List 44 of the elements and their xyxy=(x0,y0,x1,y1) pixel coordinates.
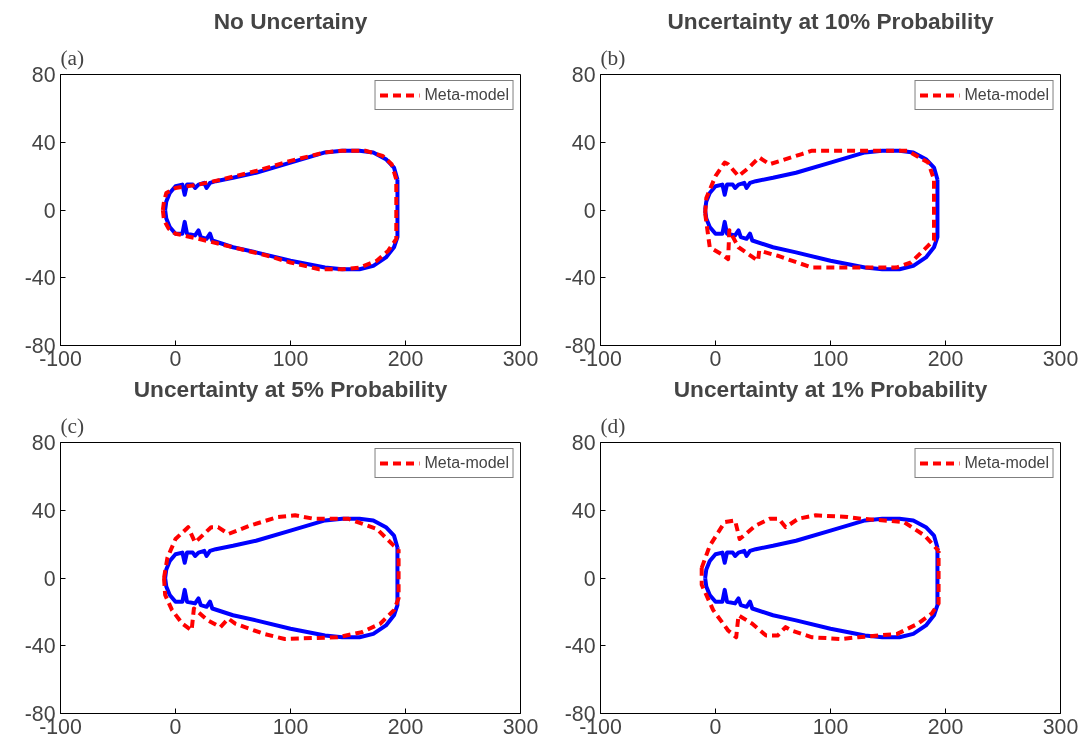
y-tick-label: 40 xyxy=(31,498,56,523)
text: (d) xyxy=(600,413,626,438)
chart-title: Uncertainty at 5% Probability xyxy=(133,375,448,402)
y-tick-label: 40 xyxy=(571,130,596,155)
text: (a) xyxy=(60,45,85,70)
legend-label: Meta-model xyxy=(424,454,509,472)
y-tick-label: 0 xyxy=(583,198,596,223)
x-tick-label: 200 xyxy=(927,346,964,371)
x-tick-label: 0 xyxy=(169,346,182,371)
chart-title: No Uncertainy xyxy=(213,7,368,34)
x-tick-label: 300 xyxy=(502,714,539,739)
y-tick-label: -40 xyxy=(24,634,56,659)
x-tick-label: 300 xyxy=(1042,714,1079,739)
y-tick-label: 40 xyxy=(571,498,596,523)
chart-title: Uncertainty at 10% Probability xyxy=(667,7,994,34)
x-tick-label: 200 xyxy=(927,714,964,739)
legend-label: Meta-model xyxy=(964,454,1049,472)
x-tick-label: 0 xyxy=(709,346,722,371)
x-tick-label: 0 xyxy=(709,714,722,739)
y-tick-label: 0 xyxy=(43,198,56,223)
y-tick-label: 80 xyxy=(571,63,596,87)
y-tick-label: -40 xyxy=(24,266,56,291)
text: (c) xyxy=(60,413,85,438)
y-tick-label: 0 xyxy=(43,566,56,591)
y-tick-label: 80 xyxy=(31,431,56,455)
y-tick-label: 0 xyxy=(583,566,596,591)
x-tick-label: 100 xyxy=(812,714,849,739)
text: (b) xyxy=(600,45,626,70)
x-tick-label: 300 xyxy=(1042,346,1079,371)
x-tick-label: 0 xyxy=(169,714,182,739)
y-tick-label: -40 xyxy=(564,634,596,659)
x-tick-label: 100 xyxy=(272,346,309,371)
y-tick-label: 80 xyxy=(31,63,56,87)
legend-label: Meta-model xyxy=(424,86,509,104)
y-tick-label: -40 xyxy=(564,266,596,291)
legend-label: Meta-model xyxy=(964,86,1049,104)
x-tick-label: 200 xyxy=(387,346,424,371)
x-tick-label: 200 xyxy=(387,714,424,739)
x-tick-label: 100 xyxy=(812,346,849,371)
x-tick-label: 300 xyxy=(502,346,539,371)
chart-title: Uncertainty at 1% Probability xyxy=(673,375,988,402)
y-tick-label: 80 xyxy=(571,431,596,455)
y-tick-label: 40 xyxy=(31,130,56,155)
x-tick-label: 100 xyxy=(272,714,309,739)
